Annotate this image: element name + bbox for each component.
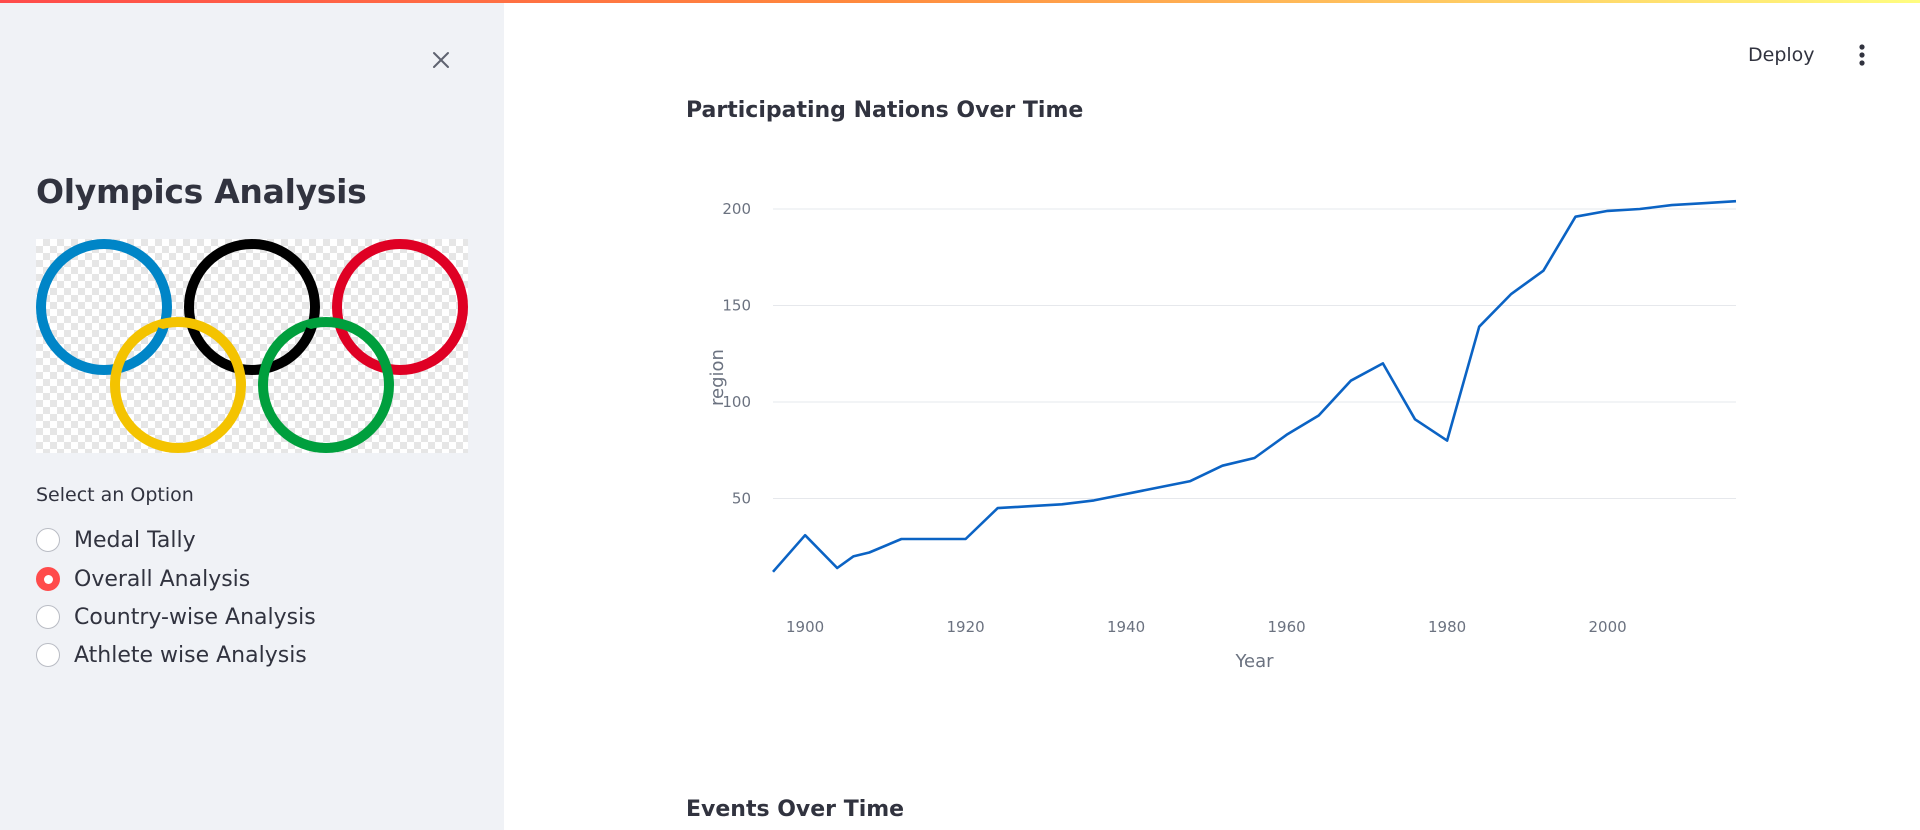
sidebar-title: Olympics Analysis <box>36 172 367 211</box>
olympic-ring-red-overlap <box>428 327 464 367</box>
olympic-ring-black-overlap <box>280 327 316 367</box>
close-icon <box>433 52 449 68</box>
section-heading-nations: Participating Nations Over Time <box>686 98 1084 123</box>
radio-button[interactable] <box>36 643 60 667</box>
olympic-ring-green <box>258 317 394 453</box>
x-axis-ticks: 1900 1920 1940 1960 1980 2000 <box>786 618 1627 636</box>
x-tick-label: 1920 <box>947 618 985 636</box>
nations-line-chart[interactable]: 50 100 150 200 1900 1920 1940 1960 1980 2000 Yea… <box>680 140 1780 680</box>
section-heading-events: Events Over Time <box>686 797 905 822</box>
main-menu-button[interactable] <box>1848 40 1876 70</box>
radio-option-medal-tally[interactable]: Medal Tally <box>36 524 196 556</box>
more-vertical-icon <box>1859 44 1865 66</box>
radio-button[interactable] <box>36 567 60 591</box>
radio-button[interactable] <box>36 605 60 629</box>
x-tick-label: 1940 <box>1107 618 1145 636</box>
y-tick-label: 150 <box>722 296 751 314</box>
radio-option-athlete-wise-analysis[interactable]: Athlete wise Analysis <box>36 639 307 671</box>
x-tick-label: 1960 <box>1268 618 1306 636</box>
radio-option-label: Athlete wise Analysis <box>74 642 307 668</box>
x-axis-title: Year <box>1234 651 1274 672</box>
radio-option-overall-analysis[interactable]: Overall Analysis <box>36 563 250 595</box>
top-decoration-bar <box>0 0 1920 3</box>
sidebar: Olympics Analysis Select an Option Medal… <box>0 0 504 830</box>
chart-gridlines <box>773 208 1736 499</box>
x-tick-label: 2000 <box>1589 618 1627 636</box>
olympic-ring-red <box>332 239 468 375</box>
close-sidebar-button[interactable] <box>425 44 457 76</box>
olympic-ring-blue <box>36 239 172 375</box>
radio-dot <box>43 574 53 584</box>
olympic-ring-blue-overlap <box>132 327 168 367</box>
radio-option-label: Country-wise Analysis <box>74 604 316 630</box>
olympic-rings-logo <box>36 239 468 453</box>
radio-option-label: Medal Tally <box>74 527 196 553</box>
y-tick-label: 100 <box>722 393 751 411</box>
radio-button[interactable] <box>36 528 60 552</box>
series-line-nations[interactable] <box>772 199 1737 573</box>
x-tick-label: 1900 <box>786 618 824 636</box>
y-axis-ticks: 50 100 150 200 <box>722 200 751 508</box>
y-tick-label: 50 <box>732 489 751 507</box>
y-axis-title: region <box>707 349 728 406</box>
olympic-ring-black <box>184 239 320 375</box>
deploy-button[interactable]: Deploy <box>1748 44 1815 66</box>
radio-option-label: Overall Analysis <box>74 566 251 592</box>
x-tick-label: 1980 <box>1428 618 1466 636</box>
y-tick-label: 200 <box>722 200 751 218</box>
radio-option-country-wise-analysis[interactable]: Country-wise Analysis <box>36 601 316 633</box>
olympic-ring-yellow <box>110 317 246 453</box>
radio-group-label: Select an Option <box>36 484 194 506</box>
